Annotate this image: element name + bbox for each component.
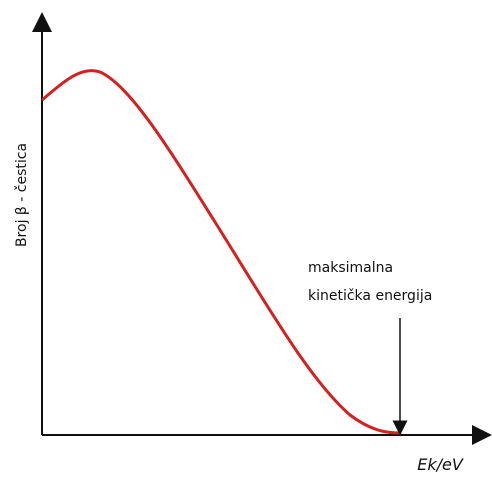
spectrum-curve [41, 69, 401, 435]
y-axis-label: Broj β - čestica [14, 143, 30, 247]
annotation-line: kinetička energija [308, 288, 432, 304]
annotation-line: maksimalna [308, 260, 393, 276]
x-axis-label: Ek/eV [417, 455, 464, 474]
